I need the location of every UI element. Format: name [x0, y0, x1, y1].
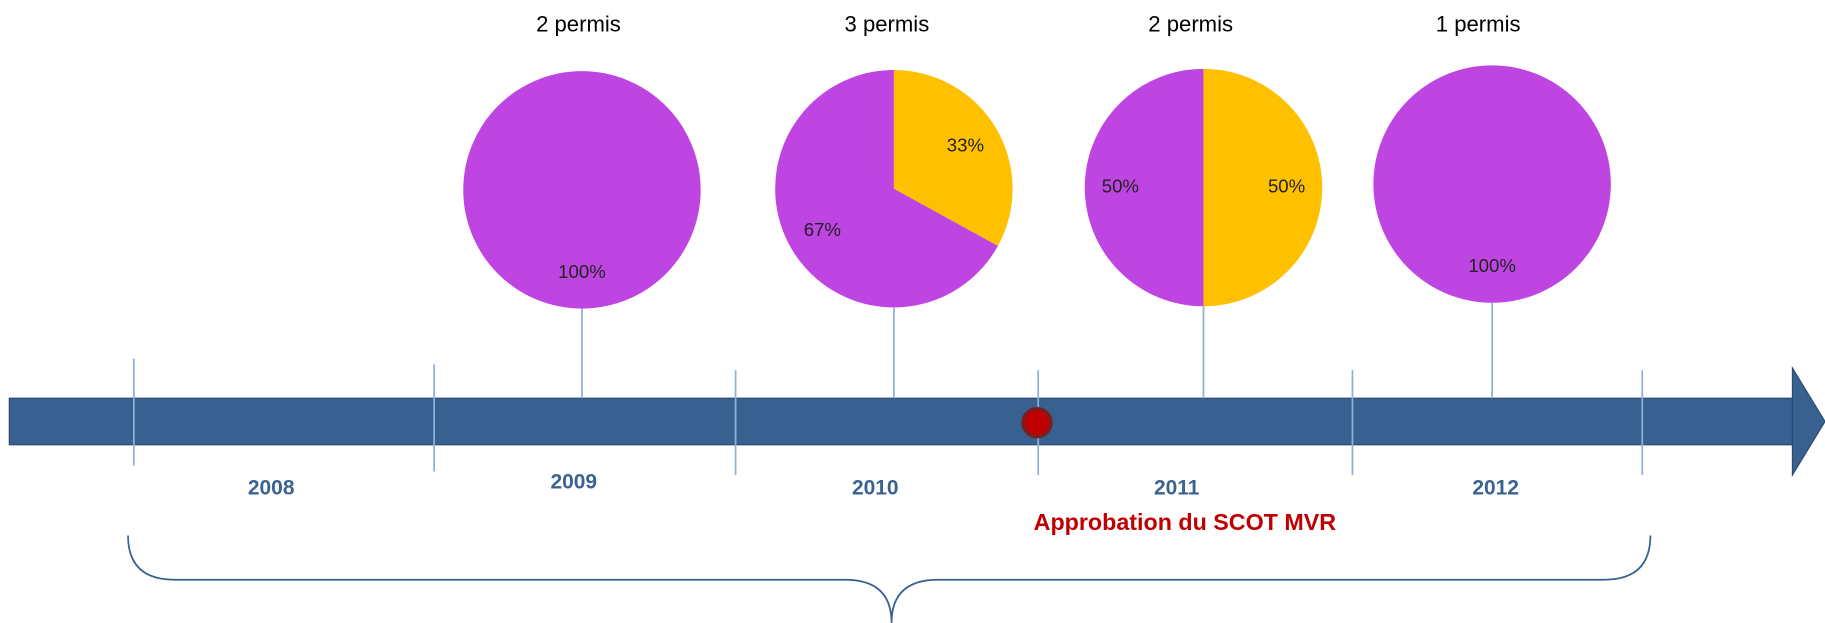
- slice-label: 100%: [558, 261, 606, 282]
- slice-label: 50%: [1102, 175, 1139, 196]
- slice-label: 33%: [947, 134, 984, 155]
- pie-title: 3 permis: [845, 12, 930, 37]
- timeline-arrow: [8, 365, 1825, 478]
- year-label: 2009: [551, 471, 598, 494]
- pie-slice: [1203, 68, 1323, 307]
- pie-slice: [1084, 68, 1204, 307]
- pie-title: 2 permis: [536, 12, 621, 37]
- slice-label: 50%: [1268, 175, 1305, 196]
- period-brace: [127, 535, 1652, 623]
- arrow-body: [8, 397, 1796, 446]
- year-label: 2010: [852, 477, 899, 500]
- slice-label: 67%: [804, 219, 841, 240]
- annotation: Approbation du SCOT MVR: [1034, 509, 1337, 535]
- pie-title: 2 permis: [1148, 12, 1233, 37]
- year-label: 2008: [248, 477, 295, 500]
- year-dividers: [132, 358, 1644, 476]
- year-label: 2012: [1472, 477, 1519, 500]
- milestone-dot: [1021, 406, 1053, 439]
- pie-slice: [775, 69, 998, 308]
- year-label: 2011: [1154, 477, 1200, 500]
- pie-title: 1 permis: [1436, 12, 1521, 37]
- arrow-head: [1791, 365, 1825, 478]
- slice-label: 100%: [1468, 255, 1516, 276]
- pie-slice: [1373, 65, 1611, 303]
- pie-slice: [463, 71, 701, 309]
- pie-slice: [893, 69, 1013, 246]
